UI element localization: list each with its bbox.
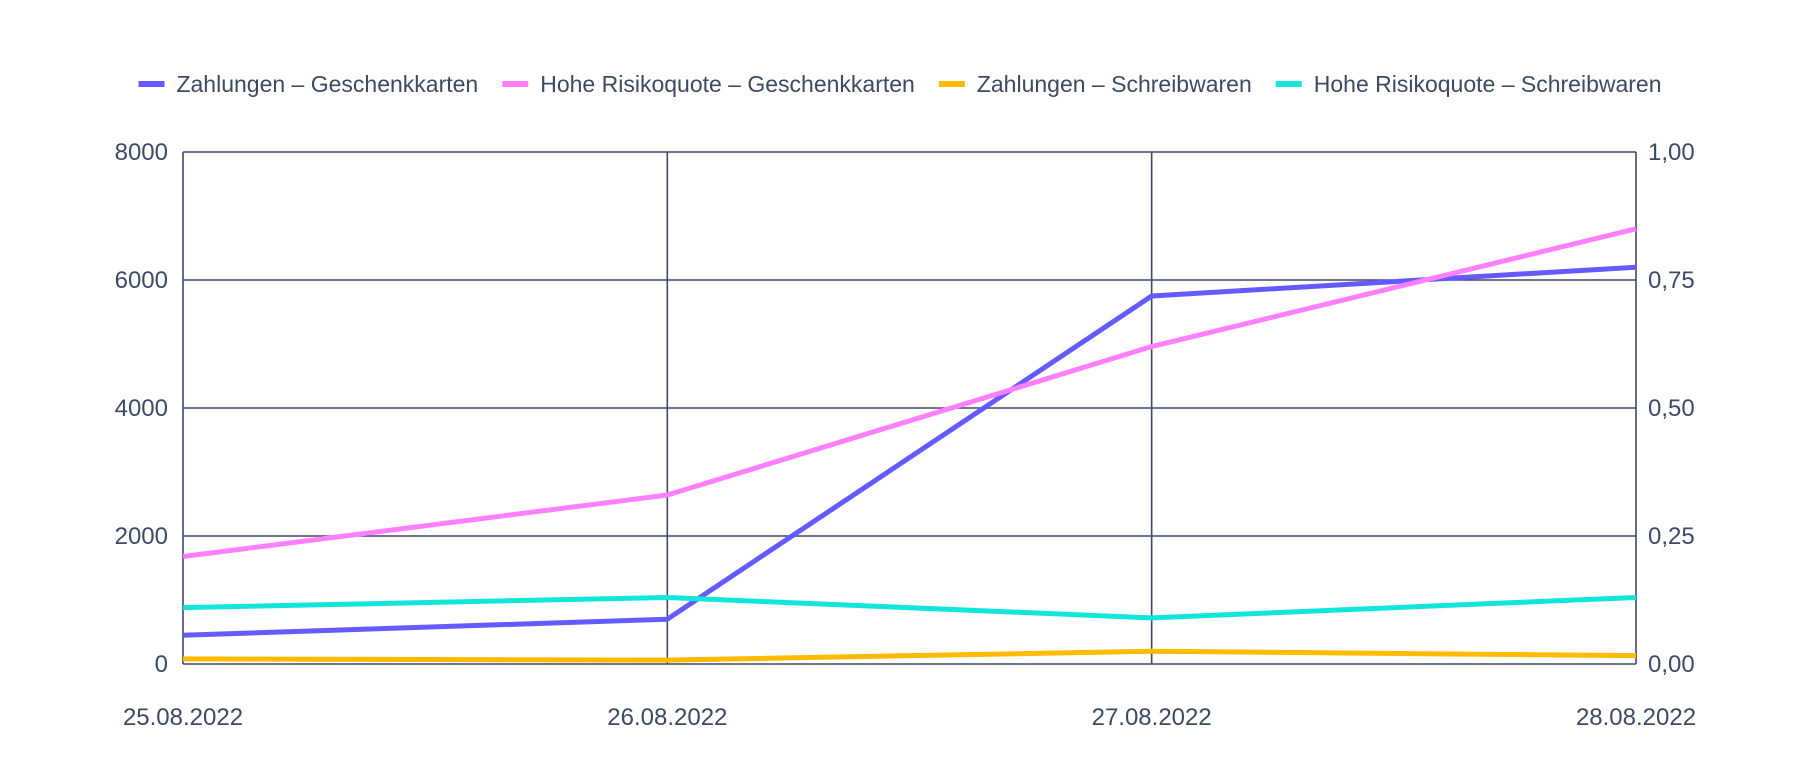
series-line-2 xyxy=(182,226,1637,559)
x-axis-tick-label: 27.08.2022 xyxy=(1092,704,1212,731)
y-axis-left-tick-label: 2000 xyxy=(115,523,168,550)
x-axis-tick-label: 26.08.2022 xyxy=(607,704,727,731)
y-axis-left-tick-label: 6000 xyxy=(115,267,168,294)
y-axis-left-tick-label: 4000 xyxy=(115,395,168,422)
series-line-1 xyxy=(182,264,1637,638)
y-axis-right-tick-label: 1,00 xyxy=(1648,139,1695,166)
y-axis-right-tick-label: 0,25 xyxy=(1648,523,1695,550)
y-axis-right-tick-label: 0,50 xyxy=(1648,395,1695,422)
legend-label-4: Hohe Risikoquote – Schreibwaren xyxy=(1314,71,1662,97)
series-line-4 xyxy=(182,594,1637,621)
y-axis-right-tick-label: 0,75 xyxy=(1648,267,1695,294)
series-line-3 xyxy=(182,648,1637,663)
y-axis-left-tick-label: 8000 xyxy=(115,139,168,166)
y-axis-right-tick-label: 0,00 xyxy=(1648,651,1695,678)
x-axis-tick-label: 25.08.2022 xyxy=(123,704,243,731)
legend-label-3: Zahlungen – Schreibwaren xyxy=(977,71,1252,97)
x-axis-tick-label: 28.08.2022 xyxy=(1576,704,1696,731)
legend-label-1: Zahlungen – Geschenkkarten xyxy=(176,71,478,97)
legend-label-2: Hohe Risikoquote – Geschenkkarten xyxy=(540,71,915,97)
y-axis-left-tick-label: 0 xyxy=(155,651,168,678)
